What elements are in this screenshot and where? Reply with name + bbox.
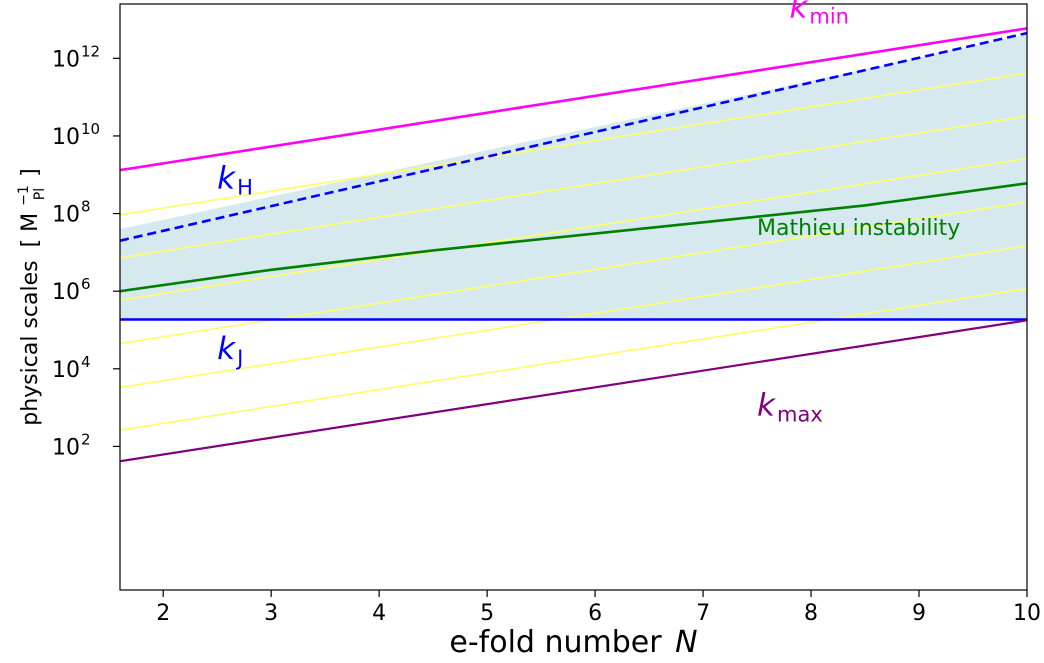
series-line-k-h: [120, 31, 1027, 242]
x-axis-title: e-fold number N: [449, 625, 697, 660]
label-mathieu: Mathieu instability: [757, 216, 960, 241]
y-axis-title: physical scales [ M −1 Pl ]: [9, 168, 50, 426]
label-kH: kH: [217, 160, 253, 199]
y-axis: 102 104 106 108 1010 1012: [52, 42, 120, 460]
y-axis-unit-base: M: [18, 213, 43, 232]
yellow-line-6: [120, 245, 1027, 389]
x-axis-title-variable: N: [675, 625, 697, 660]
label-kmax: kmax: [757, 387, 823, 426]
x-tick-label: 3: [264, 601, 278, 626]
x-tick-label: 10: [1013, 601, 1041, 626]
yellow-line-3: [120, 115, 1027, 259]
yellow-line-7: [120, 287, 1027, 431]
y-axis-unit-sup: −1: [16, 185, 32, 206]
x-tick-label: 9: [912, 601, 926, 626]
yellow-line-2: [120, 72, 1027, 216]
y-tick-label: 106: [52, 275, 91, 305]
x-axis: 2 3 4 5 6 7 8 9 10: [156, 590, 1041, 626]
y-axis-title-text: physical scales: [18, 260, 43, 425]
series-line-k-min: [120, 27, 1027, 172]
y-tick-label: 1012: [52, 42, 100, 72]
plot-content: [120, 27, 1027, 463]
plot-frame: [119, 3, 1028, 591]
plot-area: [120, 27, 1027, 463]
shaded-region: [120, 34, 1027, 320]
x-tick-label: 5: [480, 601, 494, 626]
x-tick-label: 2: [156, 601, 170, 626]
y-tick-label: 104: [52, 353, 91, 383]
y-tick-label: 1010: [52, 120, 100, 150]
series-line-k-max: [120, 319, 1027, 463]
label-kJ: kJ: [217, 331, 243, 370]
x-axis-title-text: e-fold number: [449, 625, 662, 660]
yellow-line-4: [120, 157, 1027, 301]
x-tick-label: 7: [696, 601, 710, 626]
label-kmin: kmin: [789, 0, 849, 29]
series-line-mathieu-instability: [120, 182, 1027, 293]
x-tick-label: 4: [372, 601, 386, 626]
x-tick-label: 6: [588, 601, 602, 626]
x-tick-label: 8: [804, 601, 818, 626]
y-axis-unit-sub: Pl: [32, 188, 48, 200]
y-tick-label: 108: [52, 198, 91, 228]
y-tick-label: 102: [52, 430, 91, 460]
annotations: kmin kH Mathieu instability kJ kmax: [217, 0, 960, 426]
